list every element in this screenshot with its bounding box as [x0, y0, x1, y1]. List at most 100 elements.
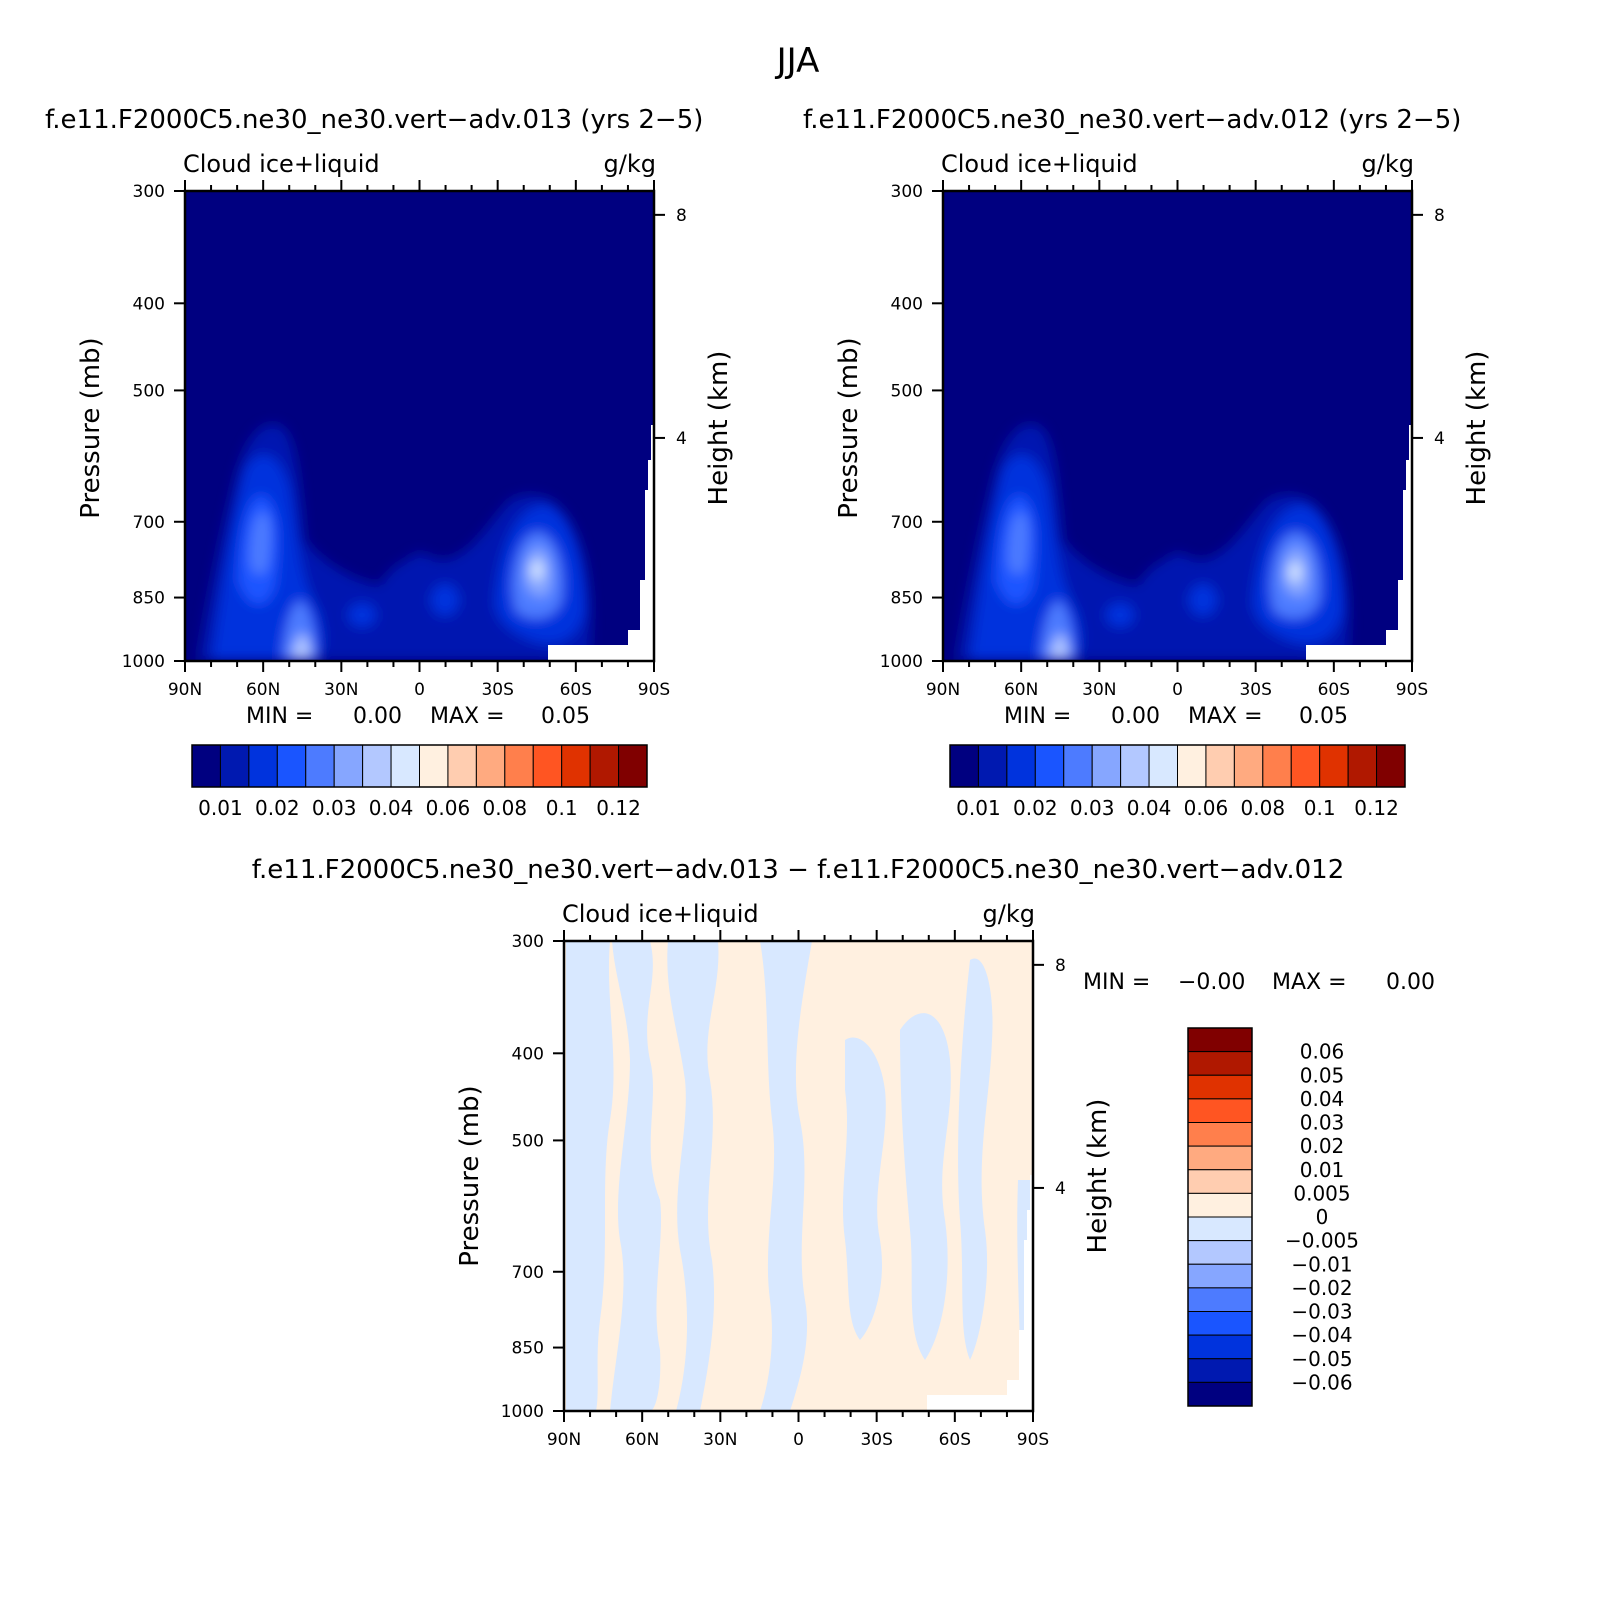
panel-b-title: f.e11.F2000C5.ne30_ne30.vert−adv.012 (yr…: [803, 105, 1461, 135]
colorbar-swatch: [1319, 744, 1349, 788]
colorbar-label: 0.01: [956, 796, 1001, 820]
panel-c-ylabel-right: Height (km): [1083, 1099, 1113, 1254]
colorbar-swatch: [1187, 1027, 1253, 1053]
panel-a-min-label: MIN =: [246, 704, 313, 729]
panel-c-xtick-label: 90S: [1017, 1430, 1049, 1450]
panel-c-xtick-label: 90N: [547, 1430, 581, 1450]
panel-b-height-tick-label: 4: [1434, 429, 1445, 449]
colorbar-label: −0.03: [1291, 1300, 1352, 1324]
panel-b-ylabel: Pressure (mb): [834, 337, 864, 518]
colorbar-swatch: [949, 744, 979, 788]
colorbar-frame: [949, 744, 1406, 788]
colorbar-swatch: [219, 744, 250, 788]
colorbar-swatch: [532, 744, 563, 788]
panel-a-eq-blob-1: [348, 603, 376, 627]
panel-a-ylabel: Pressure (mb): [76, 337, 106, 518]
colorbar-label: 0.06: [1300, 1040, 1345, 1064]
panel-a-ytick-label: 400: [133, 294, 165, 314]
panel-a-eq-blob-3: [404, 553, 436, 597]
colorbar-swatch: [1347, 744, 1378, 788]
panel-c-ytick-label: 400: [512, 1044, 544, 1064]
panel-a-eq-blob-2: [431, 584, 459, 616]
colorbar-swatch: [1148, 744, 1178, 788]
colorbar-label: −0.06: [1291, 1370, 1352, 1394]
colorbar-swatch: [1187, 1192, 1253, 1218]
panel-a-xtick-label: 60N: [246, 680, 280, 700]
panel-b-ytick-label: 1000: [880, 652, 923, 672]
colorbar-swatch: [1262, 744, 1292, 788]
colorbar-label: −0.01: [1291, 1252, 1352, 1276]
colorbar-label: 0.04: [369, 796, 414, 820]
colorbar-swatch: [362, 744, 392, 788]
colorbar-swatch: [191, 744, 221, 788]
colorbar-swatch: [1187, 1145, 1253, 1171]
colorbar-swatch: [561, 744, 591, 788]
colorbar-swatch: [1187, 1334, 1253, 1360]
panel-a-xtick-label: 90N: [168, 680, 202, 700]
panel-b-xtick-label: 0: [1172, 680, 1183, 700]
colorbar-swatch: [1034, 744, 1065, 788]
panel-c-band-4: [760, 941, 812, 1411]
panel-a-max-label: MAX =: [430, 704, 505, 729]
colorbar-label: 0.1: [1304, 796, 1336, 820]
panel-c-xtick-label: 60N: [625, 1430, 659, 1450]
panel-c-band-2: [610, 941, 662, 1411]
panel-b-xtick-label: 30S: [1239, 680, 1271, 700]
colorbar-swatch: [1091, 744, 1122, 788]
panel-b-ylabel-right: Height (km): [1462, 351, 1492, 506]
panel-c-xtick-label: 30N: [703, 1430, 737, 1450]
panel-b-field: [943, 191, 1412, 661]
colorbar-swatch: [1006, 744, 1036, 788]
colorbar-swatch: [276, 744, 307, 788]
colorbar-swatch: [504, 744, 534, 788]
panel-a-height-tick-label: 8: [676, 206, 687, 226]
colorbar-swatch: [1187, 1122, 1253, 1147]
colorbar-swatch: [305, 744, 335, 788]
colorbar-label: 0.12: [596, 796, 641, 820]
colorbar-swatch: [1187, 1074, 1253, 1100]
panel-c-ytick-label: 700: [512, 1263, 544, 1283]
panel-a-variable: Cloud ice+liquid: [183, 150, 380, 178]
panel-b-xtick-label: 90N: [926, 680, 960, 700]
colorbar-label: 0: [1316, 1205, 1329, 1229]
panel-a-xtick-label: 0: [414, 680, 425, 700]
panel-c-xtick-label: 30S: [860, 1430, 892, 1450]
colorbar-frame: [191, 744, 648, 788]
panel-b-units: g/kg: [1362, 150, 1414, 178]
panel-c-band-1: [566, 941, 614, 1411]
colorbar-swatch: [1187, 1216, 1253, 1242]
colorbar-swatch: [1187, 1240, 1253, 1265]
panel-a-min-value: 0.00: [353, 704, 402, 729]
colorbar-swatch: [447, 744, 477, 788]
panel-a-ytick-label: 700: [133, 513, 165, 533]
panel-b-min-label: MIN =: [1004, 704, 1071, 729]
panel-c-variable: Cloud ice+liquid: [562, 900, 759, 928]
colorbar-label: 0.005: [1293, 1181, 1350, 1205]
panel-b-ytick-label: 700: [891, 513, 923, 533]
panel-c-ytick-label: 500: [512, 1131, 544, 1151]
colorbar-label: 0.08: [483, 796, 528, 820]
colorbar-label: 0.01: [1300, 1158, 1345, 1182]
colorbar-swatch: [618, 744, 648, 788]
colorbar-swatch: [1063, 744, 1093, 788]
panel-a: Cloud ice+liquid g/kg Pressure (mb) Heig…: [76, 150, 734, 729]
panel-b-xtick-label: 60S: [1318, 680, 1350, 700]
panel-c-ytick-label: 1000: [501, 1402, 544, 1422]
colorbar-swatch: [1187, 1381, 1253, 1407]
colorbar-swatch: [1233, 744, 1264, 788]
panel-c-units: g/kg: [983, 900, 1035, 928]
panel-a-ytick-label: 300: [133, 182, 165, 202]
colorbar-frame: [1187, 1027, 1253, 1407]
panel-a-title: f.e11.F2000C5.ne30_ne30.vert−adv.013 (yr…: [45, 105, 703, 135]
panel-b-xtick-label: 30N: [1082, 680, 1116, 700]
colorbar-swatch: [1290, 744, 1321, 788]
colorbar-label: 0.02: [255, 796, 300, 820]
panel-b-eq-blob-2: [1189, 584, 1217, 616]
panel-c-ylabel: Pressure (mb): [455, 1085, 485, 1266]
colorbar-swatch: [475, 744, 506, 788]
panel-c-ytick-label: 850: [512, 1339, 544, 1359]
colorbar-swatch: [1187, 1051, 1253, 1076]
panel-b: Cloud ice+liquid g/kg Pressure (mb) Heig…: [834, 150, 1492, 729]
panel-b-ytick-label: 500: [891, 381, 923, 401]
